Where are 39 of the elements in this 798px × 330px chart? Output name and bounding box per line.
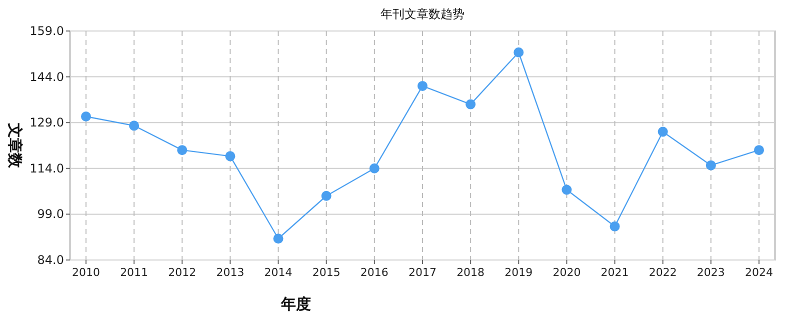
point	[658, 126, 668, 137]
point	[177, 145, 188, 156]
x-tick-label: 2012	[168, 266, 196, 279]
x-tick-label: 2011	[120, 266, 148, 279]
y-tick-label: 114.0	[30, 161, 64, 176]
x-tick-label: 2022	[648, 266, 677, 279]
y-tick-label: 99.0	[37, 207, 64, 222]
point	[225, 151, 236, 162]
x-tick-label: 2014	[264, 266, 292, 279]
y-axis-title: 文章数	[6, 122, 24, 169]
x-tick-label: 2021	[600, 266, 629, 279]
x-tick-label: 2018	[456, 266, 485, 279]
x-axis-title: 年度	[280, 295, 311, 313]
x-tick-label: 2019	[504, 266, 533, 279]
y-tick-label: 84.0	[37, 253, 64, 267]
point	[466, 99, 476, 110]
chart-title: 年刊文章数趋势	[380, 7, 464, 21]
point	[129, 120, 140, 131]
x-tick-label: 2010	[72, 266, 100, 279]
point	[369, 163, 380, 174]
point	[273, 234, 284, 244]
point	[706, 160, 716, 170]
x-tick-label: 2024	[745, 266, 773, 279]
x-tick-label: 2020	[552, 266, 581, 279]
x-tick-label: 2023	[696, 266, 725, 279]
point	[81, 111, 91, 122]
point	[514, 47, 524, 58]
point	[321, 190, 332, 201]
x-tick-label: 2016	[360, 266, 388, 279]
x-tick-label: 2013	[216, 266, 244, 279]
x-tick-label: 2015	[312, 266, 340, 279]
point	[754, 145, 764, 156]
point	[562, 184, 572, 195]
y-tick-label: 159.0	[30, 24, 64, 38]
point	[418, 80, 428, 91]
y-tick-label: 144.0	[30, 70, 64, 84]
x-tick-label: 2017	[408, 266, 436, 279]
y-tick-label: 129.0	[30, 116, 64, 130]
point	[610, 221, 620, 232]
